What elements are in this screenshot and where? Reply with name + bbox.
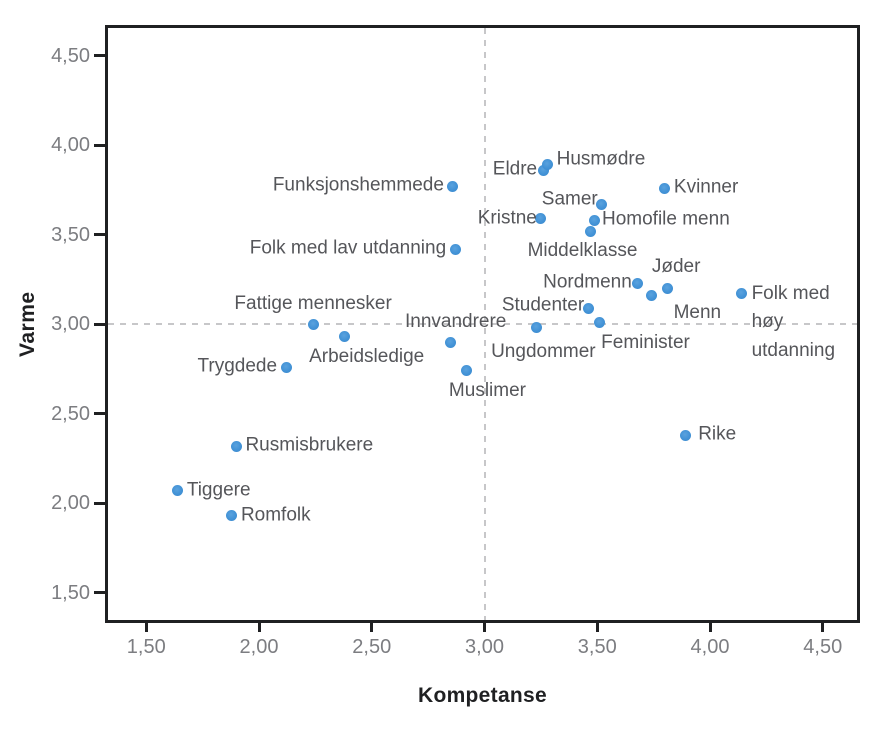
point-label: Husmødre	[556, 148, 646, 170]
reference-line-y	[108, 323, 857, 326]
data-point	[280, 361, 292, 373]
y-tick-label: 3,50	[51, 223, 90, 246]
x-tick-mark	[370, 621, 374, 632]
point-label: Eldre	[492, 158, 538, 180]
point-label: Folk med lav utdanning	[249, 237, 447, 259]
data-point	[632, 277, 644, 289]
point-label: Funksjonshemmede	[272, 175, 444, 197]
point-label: Muslimer	[448, 379, 526, 401]
y-tick-label: 1,50	[51, 581, 90, 604]
point-label: Rusmisbrukere	[245, 434, 374, 456]
x-axis-title: Kompetanse	[417, 684, 548, 707]
data-point	[307, 318, 319, 330]
point-label: Middelklasse	[527, 240, 638, 262]
point-label: Jøder	[651, 255, 701, 277]
point-label: Kvinner	[673, 176, 739, 198]
point-label: Homofile menn	[601, 209, 730, 231]
x-tick-mark	[821, 621, 825, 632]
y-tick-mark	[94, 501, 105, 505]
point-label: Innvandrere	[404, 311, 507, 333]
data-point	[645, 290, 657, 302]
x-tick-label: 2,00	[239, 636, 279, 658]
data-point	[172, 485, 184, 497]
point-label: Menn	[673, 301, 722, 323]
point-label: Nordmenn	[543, 271, 632, 293]
y-tick-label: 3,00	[51, 313, 90, 336]
x-tick-label: 1,50	[126, 636, 166, 658]
y-tick-mark	[94, 143, 105, 147]
data-point	[535, 213, 547, 225]
data-point	[589, 214, 601, 226]
data-point	[659, 182, 671, 194]
y-tick-label: 4,00	[51, 134, 90, 157]
x-tick-label: 3,00	[465, 636, 504, 658]
y-tick-mark	[94, 412, 105, 416]
point-label: Fattige mennesker	[234, 293, 392, 315]
y-tick-mark	[94, 591, 105, 595]
data-point	[530, 322, 542, 334]
data-point	[736, 288, 748, 300]
y-tick-mark	[94, 233, 105, 237]
data-point	[661, 283, 673, 294]
x-tick-mark	[483, 621, 486, 632]
x-tick-mark	[595, 621, 599, 632]
point-label: Kristne	[477, 207, 537, 229]
y-tick-mark	[94, 322, 105, 326]
y-tick-label: 4,50	[51, 44, 90, 67]
x-tick-mark	[257, 621, 261, 632]
x-tick-label: 4,50	[803, 636, 843, 658]
data-point	[596, 198, 608, 210]
point-label: Feminister	[601, 331, 690, 353]
point-label: Samer	[541, 188, 598, 210]
data-point	[537, 164, 549, 176]
point-label: Ungdommer	[491, 340, 596, 362]
x-tick-label: 4,00	[690, 636, 730, 658]
point-label: Romfolk	[240, 504, 311, 526]
data-point	[542, 159, 554, 171]
point-label: Studenter	[501, 294, 585, 316]
point-label: Rike	[698, 423, 737, 445]
x-tick-mark	[708, 621, 712, 632]
point-label: Folk med høy utdanning	[751, 282, 836, 361]
y-tick-label: 2,00	[51, 492, 90, 515]
x-tick-label: 3,50	[577, 636, 617, 658]
point-label: Trygdede	[197, 355, 278, 377]
y-tick-label: 2,50	[51, 402, 90, 425]
data-point	[339, 331, 351, 343]
data-point	[679, 429, 691, 441]
point-label: Tiggere	[186, 479, 251, 501]
data-point	[447, 180, 459, 192]
point-label: Arbeidsledige	[309, 345, 425, 367]
data-point	[445, 336, 457, 348]
x-tick-mark	[144, 621, 148, 632]
x-tick-label: 2,50	[352, 636, 392, 658]
plot-area: Tiggere Romfolk Rusmisbrukere Trygdede Fatti…	[105, 25, 860, 623]
data-point	[449, 243, 461, 255]
data-point	[594, 317, 605, 328]
data-point	[230, 440, 242, 452]
data-point	[584, 225, 596, 237]
y-tick-mark	[94, 54, 105, 58]
data-point	[582, 302, 594, 314]
data-point	[226, 510, 238, 522]
data-point	[460, 365, 472, 377]
